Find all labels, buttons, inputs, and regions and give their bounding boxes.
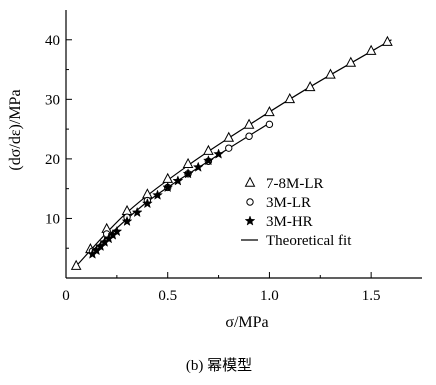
- triangle-point: [325, 68, 336, 79]
- triangle-point: [70, 259, 82, 270]
- y-tick-label: 10: [45, 211, 60, 227]
- triangle-point: [382, 35, 393, 46]
- legend: 7-8M-LR 3M-LR 3M-HR Theoretical fit: [241, 176, 352, 249]
- triangle-point: [243, 118, 255, 129]
- legend-star-marker: [244, 215, 256, 226]
- triangle-point: [203, 144, 214, 155]
- star-point: [213, 148, 225, 159]
- data-points: [70, 35, 393, 270]
- legend-label: Theoretical fit: [266, 233, 352, 249]
- x-axis-title: σ/MPa: [225, 314, 268, 331]
- star-point: [172, 175, 184, 186]
- star-point: [182, 168, 194, 179]
- triangle-point: [264, 106, 275, 117]
- triangle-point: [345, 56, 357, 67]
- x-tick-label: 1.0: [260, 288, 279, 304]
- fit-curve: [75, 39, 392, 267]
- triangle-point: [284, 92, 296, 104]
- y-tick-label: 40: [45, 33, 60, 49]
- tick-labels: 10 20 30 40 0 0.5 1.0 1.5: [45, 33, 381, 304]
- legend-circle-marker: [246, 198, 254, 206]
- triangle-point: [182, 157, 194, 168]
- legend-label: 3M-LR: [266, 195, 311, 211]
- axes: [65, 10, 422, 279]
- y-tick-label: 20: [45, 152, 60, 168]
- circle-point: [225, 144, 233, 152]
- star-point: [152, 189, 163, 200]
- star-point: [131, 206, 143, 218]
- triangle-point: [223, 131, 235, 142]
- legend-label: 3M-HR: [266, 214, 313, 230]
- y-axis-title: (dσ/dε)/MPa: [7, 89, 24, 170]
- star-point: [141, 197, 153, 209]
- legend-label: 7-8M-LR: [266, 176, 324, 192]
- x-tick-label: 0: [62, 288, 70, 304]
- triangle-point: [365, 44, 377, 55]
- circle-point: [265, 120, 274, 129]
- circle-point: [245, 132, 253, 140]
- triangle-point: [304, 81, 316, 92]
- star-point: [192, 161, 204, 172]
- star-point: [121, 215, 133, 227]
- x-tick-label: 1.5: [362, 288, 381, 304]
- x-tick-label: 0.5: [158, 288, 177, 304]
- star-point: [202, 154, 214, 166]
- y-tick-label: 30: [45, 92, 60, 108]
- figure-caption: (b) 幂模型: [186, 357, 252, 374]
- tick-marks: [65, 39, 372, 278]
- legend-triangle-marker: [244, 176, 256, 187]
- star-point: [162, 181, 174, 193]
- star-point: [111, 225, 123, 237]
